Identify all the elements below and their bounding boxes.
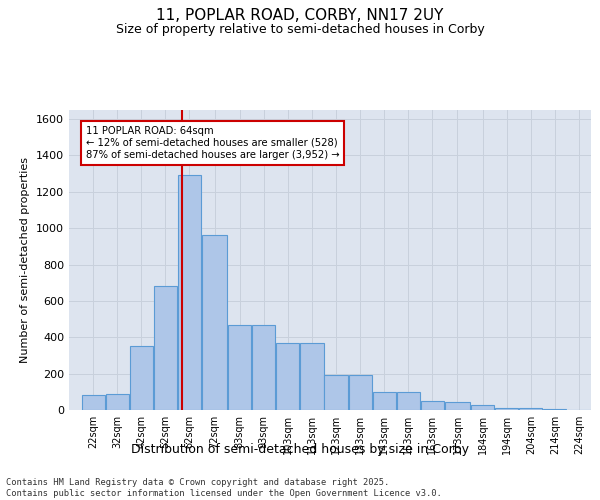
- Bar: [277, 342, 299, 410]
- Bar: [106, 394, 128, 410]
- Bar: [130, 346, 153, 410]
- Bar: [373, 392, 395, 410]
- Bar: [471, 404, 494, 410]
- Text: Size of property relative to semi-detached houses in Corby: Size of property relative to semi-detach…: [116, 22, 484, 36]
- Text: Contains HM Land Registry data © Crown copyright and database right 2025.
Contai: Contains HM Land Registry data © Crown c…: [6, 478, 442, 498]
- Bar: [544, 409, 566, 410]
- Bar: [349, 376, 371, 410]
- Y-axis label: Number of semi-detached properties: Number of semi-detached properties: [20, 157, 31, 363]
- Bar: [154, 286, 177, 410]
- Bar: [202, 236, 227, 410]
- Bar: [445, 402, 470, 410]
- Bar: [178, 176, 201, 410]
- Text: Distribution of semi-detached houses by size in Corby: Distribution of semi-detached houses by …: [131, 442, 469, 456]
- Bar: [520, 408, 542, 410]
- Bar: [495, 408, 518, 410]
- Bar: [301, 342, 323, 410]
- Bar: [421, 401, 444, 410]
- Text: 11, POPLAR ROAD, CORBY, NN17 2UY: 11, POPLAR ROAD, CORBY, NN17 2UY: [157, 8, 443, 22]
- Bar: [397, 392, 420, 410]
- Bar: [228, 324, 251, 410]
- Bar: [325, 374, 347, 410]
- Text: 11 POPLAR ROAD: 64sqm
← 12% of semi-detached houses are smaller (528)
87% of sem: 11 POPLAR ROAD: 64sqm ← 12% of semi-deta…: [86, 126, 340, 160]
- Bar: [82, 396, 104, 410]
- Bar: [253, 324, 275, 410]
